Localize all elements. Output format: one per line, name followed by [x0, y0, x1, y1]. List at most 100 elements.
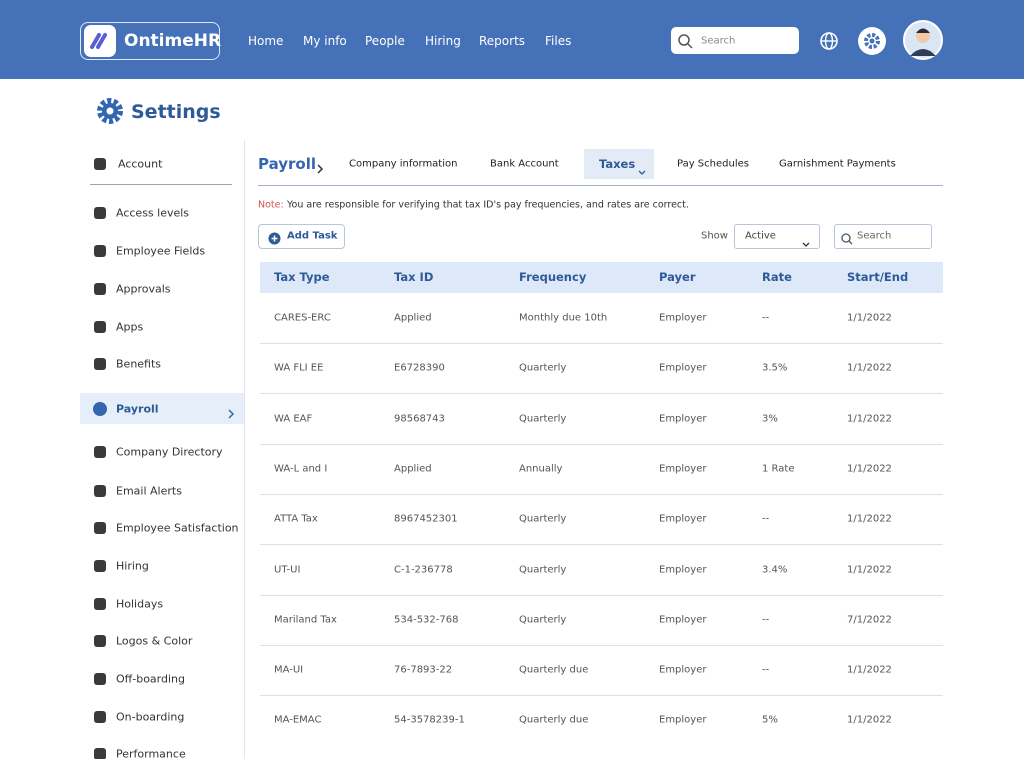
- nav-link[interactable]: People: [365, 34, 405, 48]
- table-cell: Quarterly due: [519, 664, 589, 676]
- sidebar-icon: [92, 596, 108, 616]
- table-cell: 1/1/2022: [847, 413, 892, 425]
- table-cell: 76-7893-22: [394, 664, 453, 676]
- column-header: Payer: [659, 270, 696, 284]
- table-cell: Employer: [659, 564, 707, 575]
- table-cell: Quarterly: [519, 362, 567, 374]
- table-cell: 3.5%: [762, 362, 788, 374]
- add-task-button[interactable]: [258, 224, 345, 249]
- sidebar-icon: [92, 401, 108, 421]
- globe-icon[interactable]: [818, 30, 840, 52]
- table-search[interactable]: [834, 224, 932, 249]
- sidebar-item[interactable]: Logos & Color: [116, 634, 193, 648]
- nav-link[interactable]: Reports: [479, 34, 526, 48]
- tab[interactable]: Bank Account: [490, 158, 559, 170]
- sidebar-item[interactable]: Employee Fields: [116, 244, 206, 258]
- note-text: You are responsible for verifying that t…: [287, 199, 689, 211]
- table-cell: 1/1/2022: [847, 564, 892, 575]
- sidebar-item[interactable]: Payroll: [116, 402, 159, 416]
- sidebar-icon: [92, 444, 108, 464]
- table-cell: 1/1/2022: [847, 362, 892, 374]
- logo-text[interactable]: OntimeHR: [124, 31, 222, 51]
- sidebar-icon: [92, 356, 108, 376]
- table-cell: CARES-ERC: [274, 312, 331, 324]
- table-cell: UT-UI: [274, 564, 301, 575]
- table-cell: Employer: [659, 413, 707, 425]
- sidebar-item[interactable]: Off-boarding: [116, 672, 185, 686]
- sidebar-icon: [92, 205, 108, 225]
- table-cell: 8967452301: [394, 513, 458, 525]
- sidebar-icon: [92, 558, 108, 578]
- table-cell: 1/1/2022: [847, 312, 892, 324]
- sidebar-icon: [92, 671, 108, 691]
- sidebar-item[interactable]: Access levels: [116, 206, 190, 220]
- sidebar-item[interactable]: Company Directory: [116, 445, 223, 459]
- sidebar-divider: [244, 140, 245, 759]
- table-cell: Applied: [394, 312, 432, 324]
- top-bar: [0, 0, 1024, 79]
- sidebar-icon: [92, 520, 108, 540]
- tab[interactable]: Garnishment Payments: [779, 158, 896, 170]
- section-label[interactable]: Payroll: [258, 155, 317, 173]
- nav-link[interactable]: Files: [545, 34, 572, 48]
- sidebar-item[interactable]: On-boarding: [116, 710, 185, 724]
- column-header: Frequency: [519, 270, 587, 284]
- tab[interactable]: Company information: [349, 158, 458, 170]
- row-divider: [260, 393, 943, 395]
- row-divider: [260, 644, 943, 646]
- table-cell: Annually: [519, 463, 563, 475]
- sidebar-item[interactable]: Account: [118, 157, 163, 171]
- search-placeholder: Search: [701, 35, 736, 47]
- table-cell: 1/1/2022: [847, 513, 892, 525]
- tab[interactable]: Taxes: [599, 157, 636, 171]
- settings-icon: [97, 98, 123, 124]
- note-label: Note:: [258, 199, 284, 211]
- sidebar-item[interactable]: Apps: [116, 320, 144, 334]
- column-header: Rate: [762, 270, 792, 284]
- table-cell: WA FLI EE: [274, 362, 324, 374]
- sidebar-item[interactable]: Holidays: [116, 597, 164, 611]
- table-cell: WA EAF: [274, 413, 313, 425]
- sidebar-active-bg: [80, 393, 244, 424]
- sidebar-icon: [92, 633, 108, 653]
- table-cell: --: [762, 614, 770, 626]
- sidebar-item[interactable]: Approvals: [116, 282, 171, 296]
- sidebar-item[interactable]: Performance: [116, 747, 186, 759]
- table-cell: Applied: [394, 463, 432, 475]
- logo-icon: [84, 25, 116, 57]
- table-cell: 3.4%: [762, 564, 788, 575]
- row-divider: [260, 695, 943, 697]
- settings-button[interactable]: [857, 26, 887, 56]
- table-cell: Employer: [659, 664, 707, 676]
- sidebar-item[interactable]: Employee Satisfaction: [116, 521, 239, 535]
- sidebar-item[interactable]: Benefits: [116, 357, 162, 371]
- sidebar-icon: [92, 319, 108, 339]
- table-cell: 98568743: [394, 413, 445, 425]
- table-cell: Employer: [659, 312, 707, 324]
- sidebar-item[interactable]: Email Alerts: [116, 484, 182, 498]
- show-select[interactable]: [734, 224, 820, 249]
- sidebar-separator: [90, 184, 232, 185]
- table-cell: 3%: [762, 413, 778, 425]
- table-cell: Mariland Tax: [274, 614, 337, 626]
- nav-link[interactable]: Hiring: [425, 34, 461, 48]
- table-cell: E6728390: [394, 362, 445, 374]
- table-search-icon: [841, 230, 853, 249]
- show-label: Show: [701, 230, 728, 242]
- logo-frame[interactable]: [80, 22, 220, 60]
- table-cell: Monthly due 10th: [519, 312, 608, 324]
- add-task-label[interactable]: Add Task: [287, 230, 338, 242]
- table-cell: 1 Rate: [762, 463, 795, 475]
- tabs-underline: [258, 185, 943, 186]
- table-cell: ATTA Tax: [274, 513, 318, 525]
- nav-link[interactable]: Home: [248, 34, 284, 48]
- tab[interactable]: Pay Schedules: [677, 158, 749, 170]
- sidebar-icon: [92, 281, 108, 301]
- nav-link[interactable]: My info: [303, 34, 347, 48]
- row-divider: [260, 493, 943, 495]
- search-box[interactable]: [671, 27, 799, 54]
- sidebar-icon: [92, 746, 108, 759]
- table-cell: --: [762, 664, 770, 676]
- sidebar-item[interactable]: Hiring: [116, 559, 149, 573]
- avatar[interactable]: [903, 20, 943, 60]
